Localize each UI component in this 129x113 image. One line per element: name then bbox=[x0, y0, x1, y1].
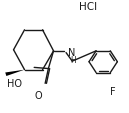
Text: F: F bbox=[110, 86, 116, 96]
Text: H: H bbox=[70, 56, 76, 65]
Polygon shape bbox=[5, 70, 25, 76]
Text: HCl: HCl bbox=[79, 2, 97, 12]
Text: HO: HO bbox=[7, 78, 22, 88]
Text: O: O bbox=[34, 91, 42, 100]
Text: N: N bbox=[68, 48, 75, 58]
